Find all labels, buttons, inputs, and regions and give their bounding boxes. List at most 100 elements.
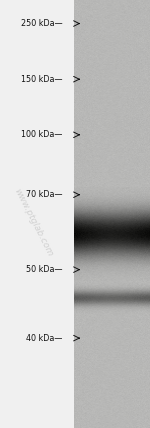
Bar — [74, 306, 150, 308]
Bar — [74, 347, 150, 349]
Bar — [74, 289, 150, 291]
Bar — [74, 152, 150, 154]
Bar — [74, 148, 150, 150]
Bar — [74, 360, 150, 362]
Bar — [74, 244, 150, 246]
Bar — [74, 101, 150, 103]
Bar — [74, 246, 150, 248]
Bar — [74, 374, 150, 377]
Bar — [74, 146, 150, 148]
Bar — [74, 231, 150, 233]
Bar — [74, 83, 150, 86]
Bar — [74, 184, 150, 186]
Bar — [74, 282, 150, 285]
Bar — [74, 139, 150, 141]
Bar — [74, 163, 150, 165]
Text: 100 kDa—: 100 kDa— — [21, 130, 62, 140]
Bar — [74, 54, 150, 56]
Bar — [74, 362, 150, 364]
Bar — [74, 409, 150, 411]
Bar — [74, 169, 150, 171]
Bar — [74, 212, 150, 214]
Bar — [74, 364, 150, 366]
Bar — [74, 208, 150, 210]
Text: 150 kDa—: 150 kDa— — [21, 74, 62, 84]
Bar — [74, 193, 150, 195]
Bar — [74, 255, 150, 257]
Bar — [74, 122, 150, 124]
Bar — [74, 325, 150, 327]
Bar — [74, 274, 150, 276]
Bar — [74, 17, 150, 19]
Bar — [74, 248, 150, 250]
Bar — [74, 73, 150, 75]
Text: 50 kDa—: 50 kDa— — [26, 265, 62, 274]
Bar — [74, 253, 150, 255]
Bar — [74, 398, 150, 400]
Bar — [74, 190, 150, 193]
Bar — [74, 220, 150, 223]
Bar — [74, 58, 150, 60]
Bar — [74, 4, 150, 6]
Bar — [74, 71, 150, 73]
Bar — [74, 105, 150, 107]
Bar — [74, 178, 150, 180]
Bar — [74, 366, 150, 368]
Bar — [74, 0, 150, 2]
Bar — [74, 186, 150, 188]
Bar — [74, 353, 150, 355]
Bar — [74, 11, 150, 13]
Bar — [74, 370, 150, 372]
Bar — [74, 205, 150, 208]
Bar — [74, 223, 150, 225]
Bar — [74, 118, 150, 120]
Bar — [74, 36, 150, 39]
Bar — [74, 56, 150, 58]
Bar — [74, 214, 150, 216]
Bar — [74, 39, 150, 41]
Bar — [74, 111, 150, 113]
Bar — [74, 357, 150, 360]
Bar — [74, 103, 150, 105]
Bar — [74, 263, 150, 265]
Bar — [74, 238, 150, 240]
Bar — [74, 120, 150, 122]
Text: 250 kDa—: 250 kDa— — [21, 19, 62, 28]
Bar — [74, 210, 150, 212]
Bar — [74, 2, 150, 4]
Bar — [74, 195, 150, 197]
Bar — [74, 167, 150, 169]
Bar — [74, 419, 150, 422]
Bar — [74, 330, 150, 332]
Bar — [74, 334, 150, 336]
Bar — [74, 355, 150, 357]
Bar — [74, 310, 150, 312]
Bar — [74, 389, 150, 392]
Bar — [74, 154, 150, 156]
Bar — [74, 340, 150, 342]
Bar — [74, 291, 150, 293]
Bar — [74, 400, 150, 402]
Bar — [74, 150, 150, 152]
Bar — [74, 81, 150, 83]
Bar — [74, 372, 150, 374]
Bar — [74, 308, 150, 310]
Bar — [74, 392, 150, 394]
Bar — [74, 240, 150, 242]
Bar — [74, 92, 150, 94]
Bar — [74, 233, 150, 235]
Bar — [74, 302, 150, 304]
Bar — [74, 66, 150, 68]
Bar — [74, 383, 150, 385]
Bar — [74, 15, 150, 17]
Bar — [74, 158, 150, 160]
Bar — [74, 173, 150, 175]
Bar — [74, 156, 150, 158]
Bar — [74, 160, 150, 163]
Bar — [74, 265, 150, 268]
Bar — [74, 394, 150, 396]
Bar — [74, 321, 150, 323]
Bar — [74, 30, 150, 32]
Bar — [74, 417, 150, 419]
Bar — [74, 13, 150, 15]
